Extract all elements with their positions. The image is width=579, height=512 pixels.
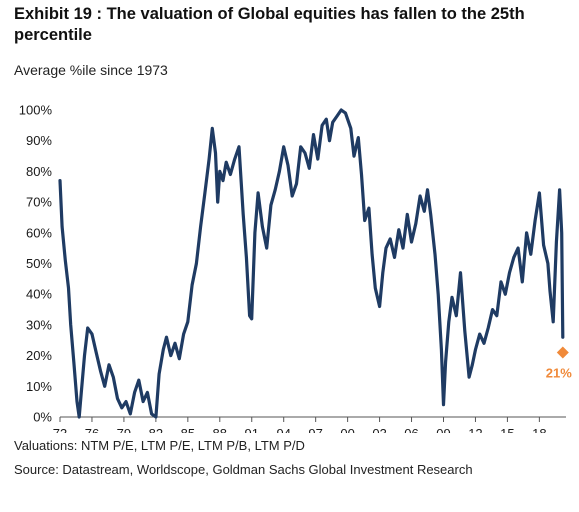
valuations-note: Valuations: NTM P/E, LTM P/E, LTM P/B, L… <box>14 438 305 453</box>
y-tick-label: 30% <box>26 317 52 332</box>
latest-value-marker <box>556 346 569 359</box>
x-tick-label: 15 <box>500 426 514 433</box>
latest-value-label: 21% <box>546 366 572 381</box>
x-tick-label: 82 <box>149 426 163 433</box>
y-tick-label: 10% <box>26 379 52 394</box>
x-tick-label: 73 <box>53 426 67 433</box>
x-tick-label: 12 <box>468 426 482 433</box>
y-tick-label: 20% <box>26 348 52 363</box>
y-tick-label: 100% <box>19 103 53 118</box>
line-chart: 0% 10% 20% 30% 40% 50% 60% 70% 80% 90% 100% 73 76 79… <box>19 103 572 434</box>
x-tick-label: 85 <box>181 426 195 433</box>
x-tick-label: 06 <box>404 426 418 433</box>
y-tick-label: 60% <box>26 225 52 240</box>
x-tick-label: 94 <box>276 426 290 433</box>
x-tick-label: 79 <box>117 426 131 433</box>
y-tick-label: 90% <box>26 133 52 148</box>
x-tick-label: 18 <box>532 426 546 433</box>
y-tick-label: 50% <box>26 256 52 271</box>
y-tick-label: 40% <box>26 287 52 302</box>
y-tick-label: 80% <box>26 164 52 179</box>
y-axis: 0% 10% 20% 30% 40% 50% 60% 70% 80% 90% 100% <box>19 103 53 425</box>
x-axis: 73 76 79 82 85 88 91 94 97 00 03 06 09 12 15 18 <box>53 416 566 433</box>
x-tick-label: 09 <box>436 426 450 433</box>
x-tick-label: 88 <box>213 426 227 433</box>
y-tick-label: 0% <box>33 410 52 425</box>
x-tick-label: 97 <box>308 426 322 433</box>
x-tick-label: 03 <box>372 426 386 433</box>
chart-subtitle: Average %ile since 1973 <box>14 62 168 78</box>
y-tick-label: 70% <box>26 195 52 210</box>
chart-title: Exhibit 19 : The valuation of Global equ… <box>14 5 525 44</box>
source-note: Source: Datastream, Worldscope, Goldman … <box>14 462 473 477</box>
plot-area: 21% <box>58 108 572 419</box>
x-tick-label: 76 <box>85 426 99 433</box>
valuation-percentile-line <box>58 108 565 419</box>
x-tick-label: 00 <box>340 426 354 433</box>
x-tick-label: 91 <box>245 426 259 433</box>
